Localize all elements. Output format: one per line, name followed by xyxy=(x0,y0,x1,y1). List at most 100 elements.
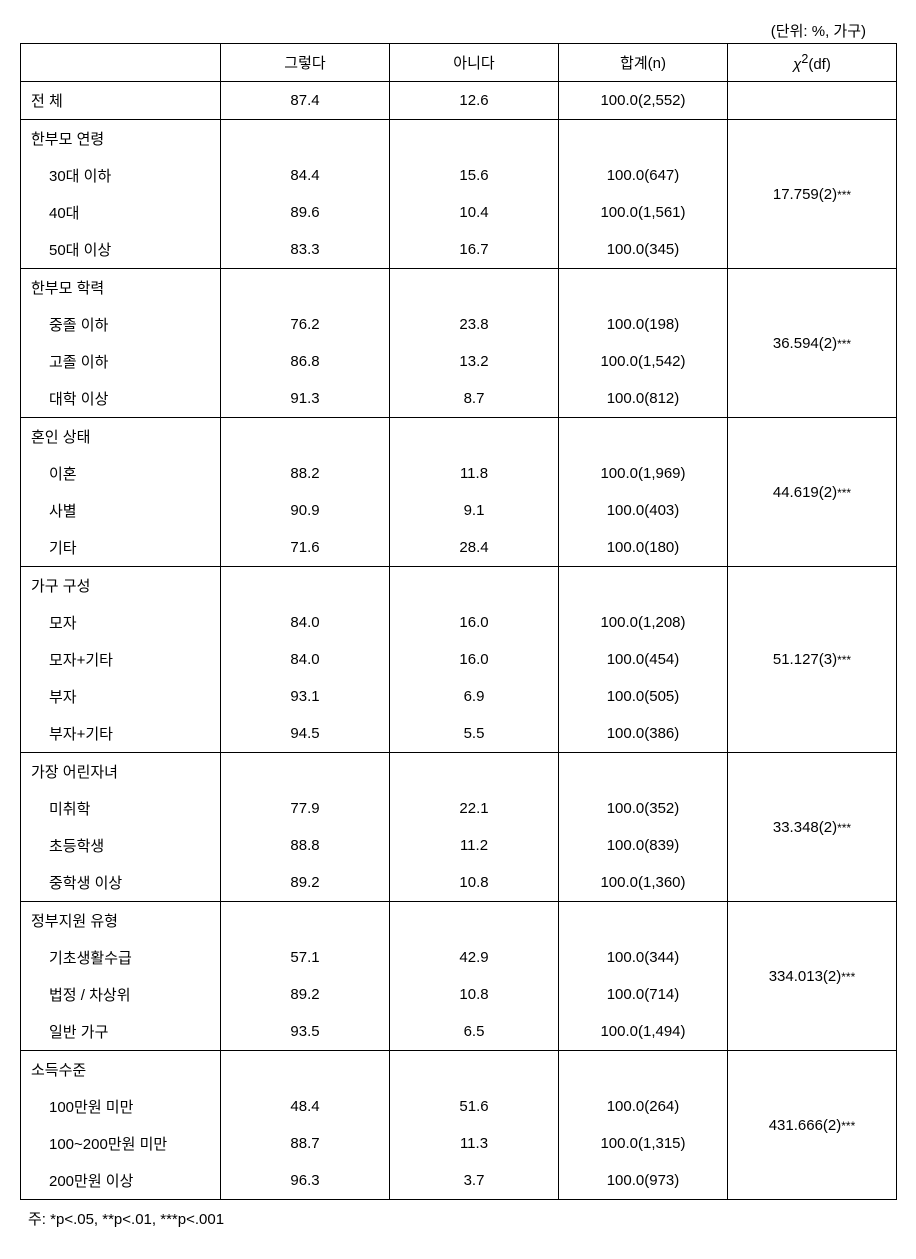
cell-no: 6.5 xyxy=(390,1013,559,1051)
cell-total: 100.0(1,969) xyxy=(559,455,728,492)
cell-yes: 94.5 xyxy=(221,715,390,753)
section-title: 한부모 학력 xyxy=(21,269,221,307)
cell-no: 5.5 xyxy=(390,715,559,753)
cell-no: 11.8 xyxy=(390,455,559,492)
chi2-stat: 431.666(2)*** xyxy=(728,1051,897,1200)
stat-stars: *** xyxy=(837,653,851,667)
cell-no xyxy=(390,269,559,307)
cell-yes: 91.3 xyxy=(221,380,390,418)
cell-no: 9.1 xyxy=(390,492,559,529)
cell-no xyxy=(390,902,559,940)
stats-table: 그렇다 아니다 합계(n) χ2(df) 전 체87.412.6100.0(2,… xyxy=(20,43,897,1200)
stat-value: 44.619(2) xyxy=(773,484,837,501)
stat-stars: *** xyxy=(837,188,851,202)
cell-total: 100.0(973) xyxy=(559,1162,728,1200)
cell-total: 100.0(1,542) xyxy=(559,343,728,380)
section-title: 한부모 연령 xyxy=(21,120,221,158)
row-label: 사별 xyxy=(21,492,221,529)
total-row: 전 체87.412.6100.0(2,552) xyxy=(21,82,897,120)
cell-total: 100.0(352) xyxy=(559,790,728,827)
cell-total: 100.0(180) xyxy=(559,529,728,567)
cell-no: 51.6 xyxy=(390,1088,559,1125)
section-header: 한부모 학력36.594(2)*** xyxy=(21,269,897,307)
section-header: 한부모 연령17.759(2)*** xyxy=(21,120,897,158)
cell-yes: 90.9 xyxy=(221,492,390,529)
cell-no: 13.2 xyxy=(390,343,559,380)
row-label: 100만원 미만 xyxy=(21,1088,221,1125)
header-yes: 그렇다 xyxy=(221,44,390,82)
stat-value: 334.013(2) xyxy=(769,968,842,985)
cell-total: 100.0(839) xyxy=(559,827,728,864)
stat-stars: *** xyxy=(841,1119,855,1133)
cell-total: 100.0(812) xyxy=(559,380,728,418)
stat-value: 431.666(2) xyxy=(769,1117,842,1134)
row-label: 이혼 xyxy=(21,455,221,492)
row-label: 200만원 이상 xyxy=(21,1162,221,1200)
cell-no: 6.9 xyxy=(390,678,559,715)
cell-yes: 76.2 xyxy=(221,306,390,343)
cell-yes: 83.3 xyxy=(221,231,390,269)
chi2-stat: 44.619(2)*** xyxy=(728,418,897,567)
row-label: 미취학 xyxy=(21,790,221,827)
chi2-stat: 51.127(3)*** xyxy=(728,567,897,753)
cell-yes xyxy=(221,1051,390,1089)
cell-yes: 57.1 xyxy=(221,939,390,976)
cell-total: 100.0(2,552) xyxy=(559,82,728,120)
header-no: 아니다 xyxy=(390,44,559,82)
cell-no: 10.8 xyxy=(390,976,559,1013)
row-label: 30대 이하 xyxy=(21,157,221,194)
cell-yes xyxy=(221,567,390,605)
row-label: 대학 이상 xyxy=(21,380,221,418)
section-header: 가장 어린자녀33.348(2)*** xyxy=(21,753,897,791)
section-title: 가장 어린자녀 xyxy=(21,753,221,791)
row-label: 모자 xyxy=(21,604,221,641)
header-blank xyxy=(21,44,221,82)
row-label: 전 체 xyxy=(21,82,221,120)
cell-total: 100.0(1,494) xyxy=(559,1013,728,1051)
footnote: 주: *p<.05, **p<.01, ***p<.001 xyxy=(20,1208,896,1229)
cell-no: 11.2 xyxy=(390,827,559,864)
stat-value: 36.594(2) xyxy=(773,335,837,352)
cell-total xyxy=(559,1051,728,1089)
cell-total: 100.0(344) xyxy=(559,939,728,976)
cell-yes: 89.2 xyxy=(221,976,390,1013)
cell-total: 100.0(647) xyxy=(559,157,728,194)
section-title: 정부지원 유형 xyxy=(21,902,221,940)
cell-total: 100.0(264) xyxy=(559,1088,728,1125)
cell-yes xyxy=(221,418,390,456)
cell-yes: 89.6 xyxy=(221,194,390,231)
section-title: 소득수준 xyxy=(21,1051,221,1089)
chi-df: (df) xyxy=(808,56,831,73)
header-row: 그렇다 아니다 합계(n) χ2(df) xyxy=(21,44,897,82)
cell-yes: 88.2 xyxy=(221,455,390,492)
section-header: 소득수준431.666(2)*** xyxy=(21,1051,897,1089)
cell-yes: 87.4 xyxy=(221,82,390,120)
cell-total xyxy=(559,418,728,456)
stat-stars: *** xyxy=(837,486,851,500)
cell-no xyxy=(390,567,559,605)
row-label: 기타 xyxy=(21,529,221,567)
stat-value: 17.759(2) xyxy=(773,186,837,203)
cell-yes: 93.1 xyxy=(221,678,390,715)
cell-yes: 89.2 xyxy=(221,864,390,902)
section-header: 정부지원 유형334.013(2)*** xyxy=(21,902,897,940)
cell-no: 16.0 xyxy=(390,641,559,678)
cell-no xyxy=(390,1051,559,1089)
cell-total: 100.0(1,360) xyxy=(559,864,728,902)
cell-yes: 88.7 xyxy=(221,1125,390,1162)
cell-no: 22.1 xyxy=(390,790,559,827)
cell-total xyxy=(559,753,728,791)
cell-total: 100.0(386) xyxy=(559,715,728,753)
stat-stars: *** xyxy=(841,970,855,984)
cell-no: 10.4 xyxy=(390,194,559,231)
header-total: 합계(n) xyxy=(559,44,728,82)
cell-no: 12.6 xyxy=(390,82,559,120)
cell-total: 100.0(505) xyxy=(559,678,728,715)
cell-yes xyxy=(221,269,390,307)
cell-total: 100.0(1,208) xyxy=(559,604,728,641)
header-chi2: χ2(df) xyxy=(728,44,897,82)
cell-yes: 84.0 xyxy=(221,641,390,678)
row-label: 일반 가구 xyxy=(21,1013,221,1051)
cell-total: 100.0(198) xyxy=(559,306,728,343)
cell-no xyxy=(390,418,559,456)
